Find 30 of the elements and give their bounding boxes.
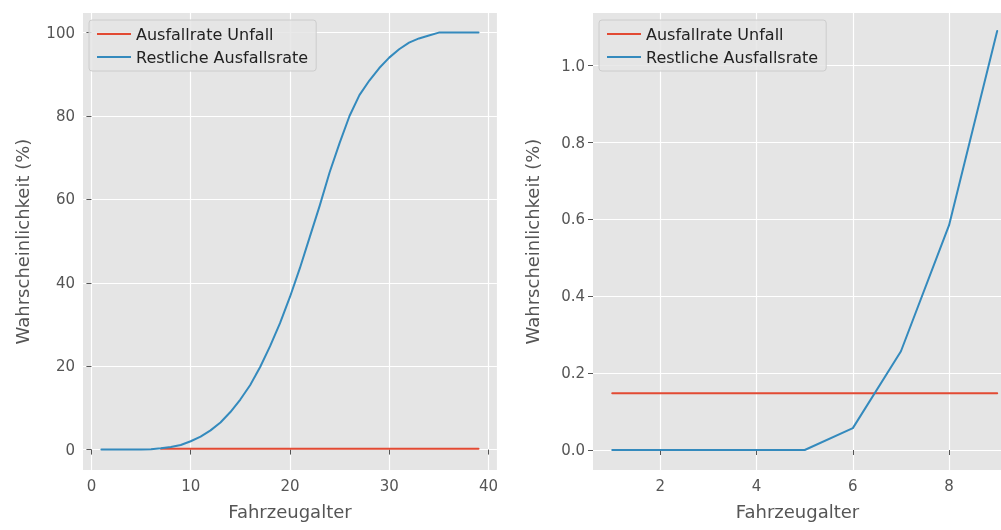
x-tick-label: 6 (848, 476, 858, 495)
legend-label: Restliche Ausfallsrate (136, 47, 309, 67)
y-axis-title: Wahrscheinlichkeit (%) (521, 138, 543, 345)
y-tick-label: 0.6 (561, 210, 585, 229)
legend-label: Restliche Ausfallsrate (646, 47, 819, 67)
x-axis-title: Fahrzeugalter (228, 500, 353, 522)
x-tick-label: 8 (944, 476, 954, 495)
line-series (611, 30, 999, 452)
x-tick-label: 20 (280, 476, 300, 495)
y-tick-label: 100 (46, 23, 75, 42)
y-tick-label: 80 (55, 106, 75, 125)
x-axis-title: Fahrzeugalter (735, 500, 860, 522)
legend-label: Ausfallrate Unfall (136, 24, 274, 44)
x-tick-label: 30 (379, 476, 399, 495)
y-tick-label: 0.4 (561, 287, 585, 306)
x-tick-label: 0 (86, 476, 97, 495)
y-tick-label: 0.0 (561, 441, 585, 460)
y-tick-label: 1.0 (561, 56, 585, 75)
legend-label: Ausfallrate Unfall (646, 24, 784, 44)
y-tick-label: 0.2 (561, 364, 585, 383)
y-tick-label: 60 (55, 190, 75, 209)
x-tick-label: 2 (655, 476, 666, 495)
y-tick-label: 0.8 (561, 133, 585, 152)
x-tick-label: 40 (478, 476, 498, 495)
y-tick-label: 40 (55, 273, 75, 292)
y-tick-label: 0 (65, 440, 75, 459)
x-tick-label: 4 (751, 476, 762, 495)
x-tick-label: 10 (181, 476, 201, 495)
y-tick-label: 20 (55, 357, 75, 376)
y-axis-title: Wahrscheinlichkeit (%) (11, 138, 33, 345)
